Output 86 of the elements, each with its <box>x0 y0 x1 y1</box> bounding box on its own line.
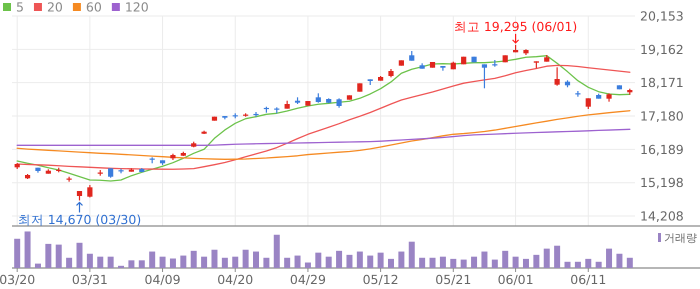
bar <box>596 262 602 268</box>
bar <box>274 234 280 268</box>
bar <box>585 258 592 268</box>
bar <box>34 264 41 268</box>
annotation: 최저 14,670 (03/30) <box>18 212 142 227</box>
y-tick-label: 14,208 <box>640 208 684 224</box>
bar <box>211 250 218 268</box>
y-tick-label: 18,171 <box>640 75 684 90</box>
line-series <box>16 110 630 160</box>
bar <box>564 262 571 268</box>
bar <box>86 254 93 268</box>
x-tick-label: 06/11 <box>570 272 606 287</box>
bar <box>253 252 260 268</box>
bar <box>284 258 290 268</box>
bar <box>201 256 208 268</box>
x-tick-label: 06/01 <box>498 272 534 287</box>
bar <box>481 252 488 268</box>
bar <box>160 256 166 268</box>
x-tick-label: 04/20 <box>217 272 254 287</box>
bar <box>492 260 498 268</box>
bar <box>138 260 145 268</box>
bar <box>606 248 612 268</box>
legend-label: 5 <box>16 0 24 14</box>
bar <box>544 248 550 268</box>
bar <box>356 252 363 268</box>
legend-label: 120 <box>124 0 149 14</box>
bar <box>222 258 228 268</box>
bar <box>97 256 104 268</box>
bar <box>232 256 238 268</box>
bar <box>450 258 456 268</box>
x-tick-label: 03/31 <box>72 272 108 287</box>
bar <box>336 250 342 268</box>
bar <box>512 256 519 268</box>
line-series <box>16 55 630 182</box>
bar <box>533 254 540 268</box>
bar <box>263 258 270 268</box>
bar <box>626 258 633 268</box>
y-tick-label: 15,198 <box>640 175 684 190</box>
bar <box>440 256 446 268</box>
legend: 거래량 <box>658 232 697 244</box>
bar <box>24 231 31 268</box>
bar <box>408 242 415 268</box>
bar <box>76 242 82 268</box>
legend-label: 20 <box>46 0 63 14</box>
x-tick-label: 05/21 <box>435 272 472 287</box>
bar <box>45 244 52 268</box>
bar <box>522 258 529 268</box>
bar <box>14 238 20 268</box>
bar <box>616 254 622 268</box>
y-tick-label: 17,180 <box>640 108 684 124</box>
bar <box>242 250 249 268</box>
annotation: 최고 19,295 (06/01) <box>454 18 578 34</box>
bar <box>471 256 478 268</box>
x-tick-label: 05/12 <box>362 272 399 287</box>
bar <box>180 256 186 268</box>
bar <box>367 256 374 268</box>
bar <box>128 260 134 268</box>
x-tick-label: 04/29 <box>290 272 326 287</box>
bar <box>574 262 581 268</box>
bar <box>294 256 301 268</box>
bar <box>108 256 114 268</box>
bar <box>346 254 352 268</box>
bar <box>190 250 197 268</box>
bar <box>170 258 176 268</box>
bar <box>398 252 404 268</box>
y-tick-label: 16,189 <box>640 142 684 157</box>
bar <box>326 256 332 268</box>
y-tick-label: 19,162 <box>640 42 684 57</box>
bar <box>66 258 72 268</box>
y-tick-label: 20,153 <box>640 8 684 24</box>
line-series <box>16 128 630 146</box>
bar <box>315 252 322 268</box>
bar <box>388 258 394 268</box>
legend-label: 거래량 <box>664 232 697 244</box>
bar <box>554 246 560 268</box>
bar <box>419 258 426 268</box>
bar <box>460 260 467 268</box>
legend-label: 60 <box>86 0 102 14</box>
bar <box>56 244 62 268</box>
bar <box>304 262 311 268</box>
x-tick-label: 03/20 <box>0 272 36 287</box>
bar <box>502 250 508 268</box>
x-tick-label: 04/09 <box>144 272 181 287</box>
bar <box>378 252 384 268</box>
bar <box>149 252 156 268</box>
bar <box>430 258 436 268</box>
